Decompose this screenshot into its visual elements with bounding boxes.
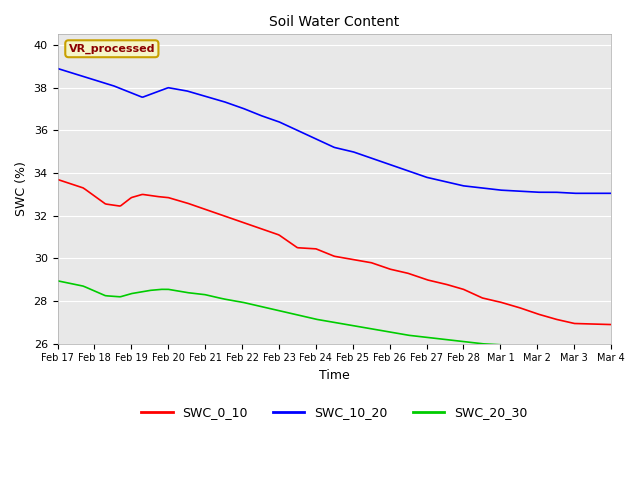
Y-axis label: SWC (%): SWC (%) — [15, 162, 28, 216]
SWC_20_30 — [594, 344, 602, 350]
SWC_10_20 — [320, 140, 328, 145]
SWC_10_20 — [54, 66, 61, 72]
Text: VR_processed: VR_processed — [68, 44, 155, 54]
Title: Soil Water Content: Soil Water Content — [269, 15, 399, 29]
SWC_10_20 — [317, 138, 324, 144]
SWC_0_10 — [317, 248, 324, 253]
SWC_20_30 — [320, 318, 328, 324]
SWC_20_30 — [607, 344, 615, 350]
X-axis label: Time: Time — [319, 369, 349, 382]
SWC_10_20 — [595, 191, 603, 196]
SWC_20_30 — [317, 317, 324, 323]
SWC_10_20 — [571, 191, 579, 196]
SWC_0_10 — [594, 321, 602, 327]
SWC_10_20 — [353, 150, 361, 156]
SWC_0_10 — [508, 302, 515, 308]
Line: SWC_20_30: SWC_20_30 — [58, 281, 611, 347]
SWC_20_30 — [353, 324, 361, 329]
Legend: SWC_0_10, SWC_10_20, SWC_20_30: SWC_0_10, SWC_10_20, SWC_20_30 — [136, 401, 532, 424]
SWC_0_10 — [383, 265, 391, 271]
SWC_0_10 — [54, 177, 61, 182]
Line: SWC_10_20: SWC_10_20 — [58, 69, 611, 193]
SWC_0_10 — [353, 257, 361, 263]
SWC_20_30 — [383, 329, 391, 335]
SWC_10_20 — [508, 188, 515, 193]
Line: SWC_0_10: SWC_0_10 — [58, 180, 611, 324]
SWC_10_20 — [607, 191, 615, 196]
SWC_20_30 — [54, 278, 61, 284]
SWC_0_10 — [607, 322, 615, 327]
SWC_0_10 — [320, 249, 328, 255]
SWC_10_20 — [383, 161, 391, 167]
SWC_20_30 — [508, 342, 515, 348]
